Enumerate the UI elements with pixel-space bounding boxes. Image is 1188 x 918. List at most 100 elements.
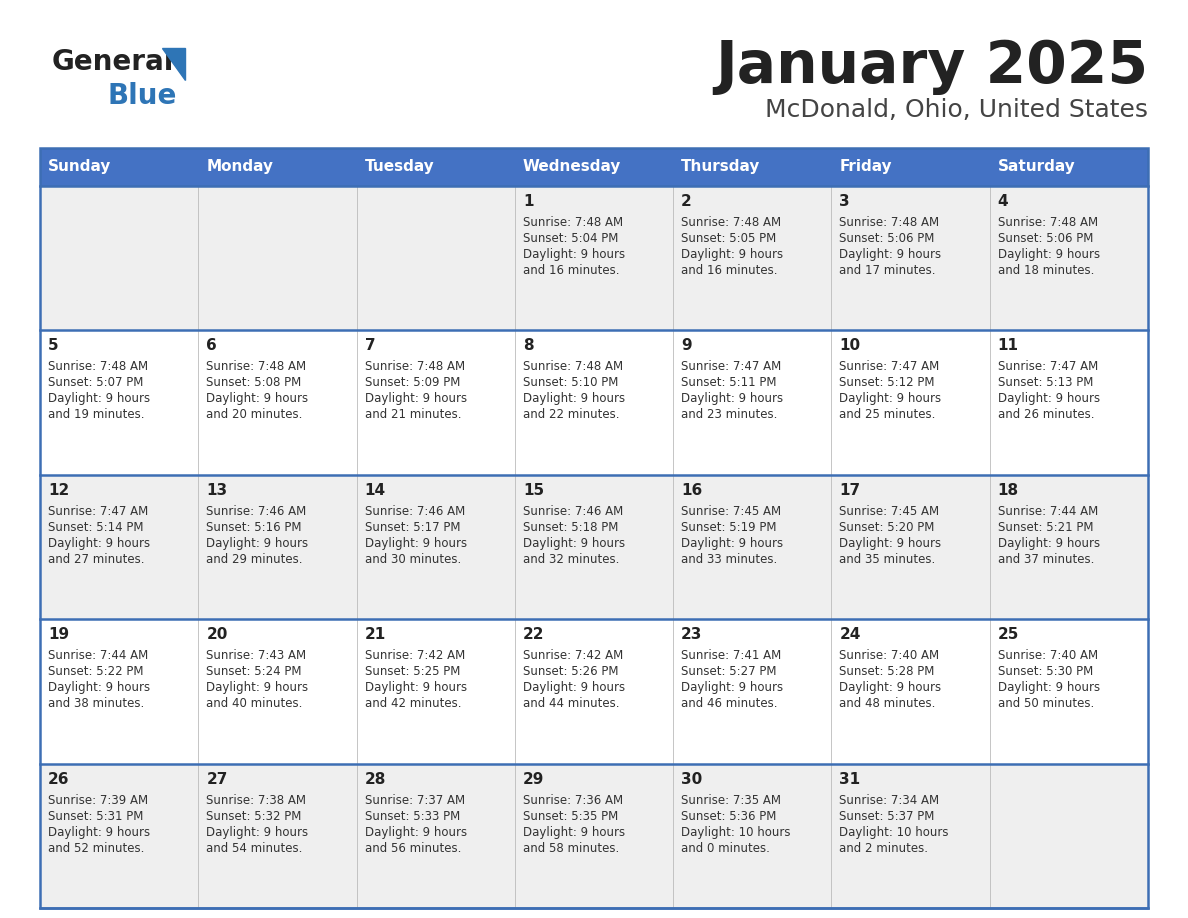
Text: 11: 11 (998, 339, 1019, 353)
Text: Sunrise: 7:47 AM: Sunrise: 7:47 AM (681, 361, 782, 374)
Text: Daylight: 9 hours: Daylight: 9 hours (998, 681, 1100, 694)
Text: and 35 minutes.: and 35 minutes. (840, 553, 936, 565)
Text: 20: 20 (207, 627, 228, 643)
Text: 14: 14 (365, 483, 386, 498)
Text: 2: 2 (681, 194, 691, 209)
Text: Sunset: 5:26 PM: Sunset: 5:26 PM (523, 666, 619, 678)
Bar (40, 186, 1148, 330)
Text: 5: 5 (48, 339, 58, 353)
Text: Daylight: 9 hours: Daylight: 9 hours (48, 392, 150, 406)
Text: and 42 minutes.: and 42 minutes. (365, 697, 461, 711)
Text: Sunset: 5:08 PM: Sunset: 5:08 PM (207, 376, 302, 389)
Text: and 20 minutes.: and 20 minutes. (207, 409, 303, 421)
Text: 30: 30 (681, 772, 702, 787)
Text: and 21 minutes.: and 21 minutes. (365, 409, 461, 421)
Text: Sunset: 5:13 PM: Sunset: 5:13 PM (998, 376, 1093, 389)
Text: 4: 4 (998, 194, 1009, 209)
Text: Sunrise: 7:47 AM: Sunrise: 7:47 AM (48, 505, 148, 518)
Text: 10: 10 (840, 339, 860, 353)
Text: 16: 16 (681, 483, 702, 498)
Text: Sunrise: 7:40 AM: Sunrise: 7:40 AM (840, 649, 940, 662)
Text: Sunrise: 7:48 AM: Sunrise: 7:48 AM (998, 216, 1098, 229)
Text: 31: 31 (840, 772, 860, 787)
Text: and 29 minutes.: and 29 minutes. (207, 553, 303, 565)
Text: Daylight: 9 hours: Daylight: 9 hours (681, 681, 783, 694)
Text: Sunrise: 7:40 AM: Sunrise: 7:40 AM (998, 649, 1098, 662)
Text: Sunrise: 7:48 AM: Sunrise: 7:48 AM (681, 216, 782, 229)
Text: and 23 minutes.: and 23 minutes. (681, 409, 777, 421)
Text: Sunrise: 7:48 AM: Sunrise: 7:48 AM (523, 216, 623, 229)
Text: Daylight: 9 hours: Daylight: 9 hours (840, 392, 942, 406)
Text: and 44 minutes.: and 44 minutes. (523, 697, 619, 711)
Text: 1: 1 (523, 194, 533, 209)
Text: Daylight: 9 hours: Daylight: 9 hours (365, 392, 467, 406)
Text: Sunrise: 7:41 AM: Sunrise: 7:41 AM (681, 649, 782, 662)
Text: Daylight: 9 hours: Daylight: 9 hours (48, 537, 150, 550)
Text: Sunrise: 7:42 AM: Sunrise: 7:42 AM (365, 649, 465, 662)
Text: and 48 minutes.: and 48 minutes. (840, 697, 936, 711)
Text: and 27 minutes.: and 27 minutes. (48, 553, 145, 565)
Text: Daylight: 9 hours: Daylight: 9 hours (365, 537, 467, 550)
Text: Sunrise: 7:45 AM: Sunrise: 7:45 AM (840, 505, 940, 518)
Text: Sunrise: 7:44 AM: Sunrise: 7:44 AM (48, 649, 148, 662)
Text: Daylight: 9 hours: Daylight: 9 hours (998, 248, 1100, 261)
Text: Sunset: 5:17 PM: Sunset: 5:17 PM (365, 521, 460, 533)
Text: Sunset: 5:33 PM: Sunset: 5:33 PM (365, 810, 460, 823)
Text: Wednesday: Wednesday (523, 160, 621, 174)
Text: and 26 minutes.: and 26 minutes. (998, 409, 1094, 421)
Text: 19: 19 (48, 627, 69, 643)
Text: Sunset: 5:10 PM: Sunset: 5:10 PM (523, 376, 618, 389)
Text: Daylight: 9 hours: Daylight: 9 hours (365, 825, 467, 839)
Text: Daylight: 9 hours: Daylight: 9 hours (48, 825, 150, 839)
Text: Sunrise: 7:47 AM: Sunrise: 7:47 AM (998, 361, 1098, 374)
Text: Sunset: 5:32 PM: Sunset: 5:32 PM (207, 810, 302, 823)
Text: Sunrise: 7:46 AM: Sunrise: 7:46 AM (523, 505, 624, 518)
Text: Daylight: 9 hours: Daylight: 9 hours (207, 825, 309, 839)
Text: and 58 minutes.: and 58 minutes. (523, 842, 619, 855)
Text: Sunrise: 7:46 AM: Sunrise: 7:46 AM (207, 505, 307, 518)
Text: Monday: Monday (207, 160, 273, 174)
Text: Sunrise: 7:44 AM: Sunrise: 7:44 AM (998, 505, 1098, 518)
Text: Daylight: 9 hours: Daylight: 9 hours (523, 681, 625, 694)
Text: 24: 24 (840, 627, 861, 643)
Text: and 25 minutes.: and 25 minutes. (840, 409, 936, 421)
Text: and 50 minutes.: and 50 minutes. (998, 697, 1094, 711)
Text: Sunrise: 7:47 AM: Sunrise: 7:47 AM (840, 361, 940, 374)
Text: Daylight: 9 hours: Daylight: 9 hours (840, 537, 942, 550)
Text: Sunset: 5:27 PM: Sunset: 5:27 PM (681, 666, 777, 678)
Text: 12: 12 (48, 483, 69, 498)
Text: and 46 minutes.: and 46 minutes. (681, 697, 778, 711)
Text: McDonald, Ohio, United States: McDonald, Ohio, United States (765, 98, 1148, 122)
Text: Daylight: 9 hours: Daylight: 9 hours (523, 825, 625, 839)
Text: 3: 3 (840, 194, 851, 209)
Bar (40, 148, 1148, 186)
Text: Sunrise: 7:48 AM: Sunrise: 7:48 AM (523, 361, 623, 374)
Text: and 2 minutes.: and 2 minutes. (840, 842, 929, 855)
Text: 8: 8 (523, 339, 533, 353)
Text: and 33 minutes.: and 33 minutes. (681, 553, 777, 565)
Text: Daylight: 9 hours: Daylight: 9 hours (840, 248, 942, 261)
Text: Sunrise: 7:48 AM: Sunrise: 7:48 AM (48, 361, 148, 374)
Text: Sunset: 5:18 PM: Sunset: 5:18 PM (523, 521, 618, 533)
Text: Sunrise: 7:48 AM: Sunrise: 7:48 AM (365, 361, 465, 374)
Text: Sunset: 5:09 PM: Sunset: 5:09 PM (365, 376, 460, 389)
Text: Sunset: 5:31 PM: Sunset: 5:31 PM (48, 810, 144, 823)
Text: 17: 17 (840, 483, 860, 498)
Text: Daylight: 9 hours: Daylight: 9 hours (523, 248, 625, 261)
Text: and 37 minutes.: and 37 minutes. (998, 553, 1094, 565)
Text: Sunrise: 7:35 AM: Sunrise: 7:35 AM (681, 793, 782, 807)
Text: and 52 minutes.: and 52 minutes. (48, 842, 145, 855)
Text: Sunset: 5:06 PM: Sunset: 5:06 PM (998, 232, 1093, 245)
Text: Sunday: Sunday (48, 160, 112, 174)
Text: January 2025: January 2025 (715, 38, 1148, 95)
Text: and 16 minutes.: and 16 minutes. (681, 264, 778, 277)
Text: Sunset: 5:06 PM: Sunset: 5:06 PM (840, 232, 935, 245)
Text: Sunset: 5:21 PM: Sunset: 5:21 PM (998, 521, 1093, 533)
Text: Daylight: 9 hours: Daylight: 9 hours (523, 392, 625, 406)
Text: Sunrise: 7:48 AM: Sunrise: 7:48 AM (840, 216, 940, 229)
Text: Sunrise: 7:36 AM: Sunrise: 7:36 AM (523, 793, 623, 807)
Text: Sunrise: 7:37 AM: Sunrise: 7:37 AM (365, 793, 465, 807)
Text: Sunrise: 7:34 AM: Sunrise: 7:34 AM (840, 793, 940, 807)
Text: 21: 21 (365, 627, 386, 643)
Text: Daylight: 9 hours: Daylight: 9 hours (998, 537, 1100, 550)
